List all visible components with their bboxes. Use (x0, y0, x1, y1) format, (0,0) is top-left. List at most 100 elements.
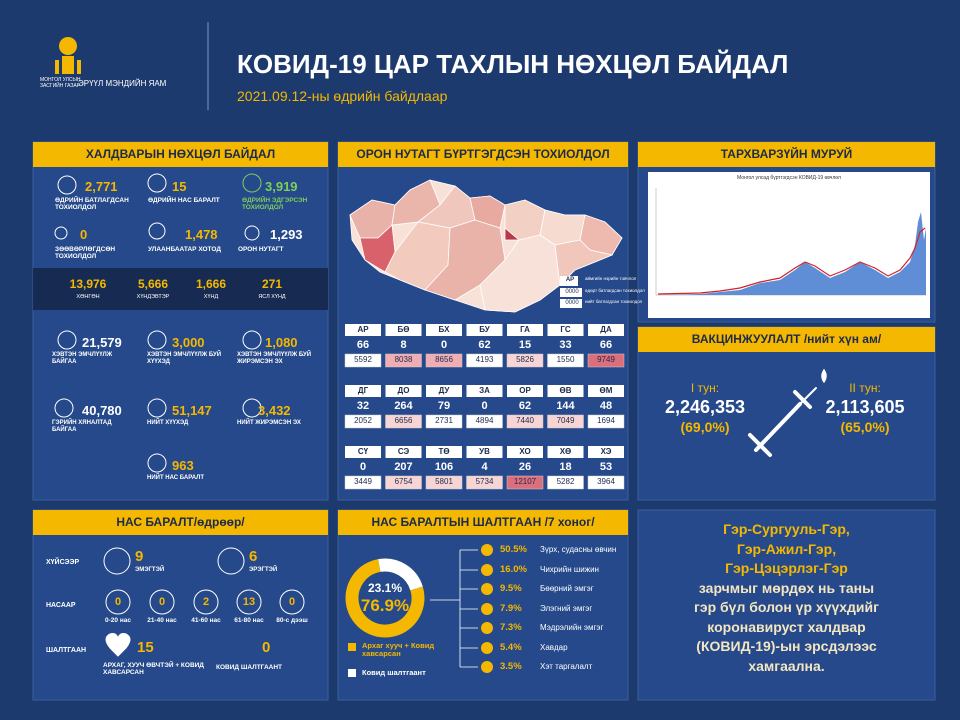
message-line: хамгаална. (748, 657, 825, 674)
age-value: 13 (242, 596, 256, 608)
age-label: 0-20 нас (105, 617, 131, 624)
care-value: 3,000 (172, 335, 205, 350)
age-circle (193, 589, 219, 615)
ministry-name: ЭРҮҮЛ МЭНДИЙН ЯАМ (78, 79, 167, 88)
message-line: Гэр-Ажил-Гэр, (736, 540, 837, 557)
message-line: зарчмыг мөрдөх нь таны (698, 579, 875, 596)
province-code: ӨВ (559, 386, 572, 395)
dose-value: 2,246,353 (664, 397, 746, 417)
epi-chart-title: Монгол улсад бүртгэгдсэн КОВИД-19 өвчлөл (737, 175, 841, 181)
donut-legend: Архаг хууч + Ковид хавсарсан (362, 641, 435, 659)
code-cell (426, 446, 462, 458)
daily-cases: 144 (556, 400, 575, 412)
care-value: 51,147 (172, 403, 212, 418)
province-code: БУ (479, 325, 490, 334)
stat-label: ӨДРИЙН ЭДГЭРСЭН ТОХИОЛДОЛ (242, 197, 308, 212)
stat-label: ЗӨӨВӨРЛӨГДСӨН ТОХИОЛДОЛ (55, 246, 116, 261)
severity-value: 13,976 (69, 277, 107, 291)
daily-cases: 15 (518, 339, 532, 351)
province-code: ДА (600, 325, 612, 334)
daily-cases: 48 (599, 400, 613, 412)
total-cell (547, 353, 584, 368)
total-cases: 4894 (475, 416, 494, 425)
row-label: ХҮЙСЭЭР (46, 559, 80, 566)
code-cell (588, 385, 624, 397)
total-cell (466, 475, 503, 490)
total-cases: 4193 (475, 355, 494, 364)
cause-percent: 5.4% (500, 641, 522, 653)
legend-total: 0000 (565, 300, 579, 306)
care-label: ХЭВТЭН ЭМЧЛҮҮЛЖ БУЙ ХҮҮХЭД (147, 352, 222, 365)
stat-label: ОРОН НУТАГТ (238, 246, 284, 253)
total-cell (547, 475, 584, 490)
row-label: НАСААР (46, 602, 76, 609)
panel-headers (33, 142, 935, 535)
cause-name: Бөөрний эмгэг (540, 584, 594, 593)
cause-percent: 7.3% (500, 622, 522, 633)
legend-label: аймгийн нэрийн товчлол (585, 276, 637, 281)
epi-curve-image (648, 172, 930, 318)
age-value: 0 (114, 596, 122, 608)
panel-title: ТАРХВАРЗҮЙН МУРУЙ (720, 147, 853, 161)
cause-percent: 3.5% (500, 661, 522, 672)
total-cases: 8656 (435, 355, 453, 364)
total-cell (466, 353, 503, 368)
age-value: 0 (158, 596, 166, 608)
code-cell (466, 324, 503, 336)
total-cell (506, 475, 544, 490)
care-label: НИЙТ НАС БАРАЛТ (147, 475, 204, 481)
province-code: ТӨ (438, 447, 450, 456)
total-cell (506, 414, 544, 429)
province-code: ӨМ (599, 386, 613, 395)
daily-cases: 32 (356, 400, 370, 412)
stat-value: 1,293 (270, 227, 303, 242)
severity-label: ЯСЛ ХҮНД (258, 294, 286, 300)
age-label: 21-40 нас (147, 617, 177, 624)
cause-tree (430, 549, 478, 668)
total-cell (587, 414, 625, 429)
daily-cases: 62 (518, 400, 532, 412)
code-cell (385, 324, 422, 336)
stat-label: ӨДРИЙН БАТЛАГДСАН ТОХИОЛДОЛ (55, 197, 129, 212)
panel-title: ВАКЦИНЖУУЛАЛТ /нийт хүн ам/ (691, 332, 882, 346)
severity-label: ХӨНГӨН (76, 294, 100, 300)
daily-cases: 53 (599, 461, 613, 473)
province-code: ГС (560, 325, 571, 334)
legend-label: өдөрт батлагдсан тохиолдол (585, 288, 645, 293)
legend-daily: 0000 (565, 289, 579, 295)
total-cell (547, 414, 584, 429)
total-cell (425, 414, 463, 429)
donut-legend-keys (348, 643, 356, 677)
age-value: 2 (202, 596, 210, 608)
age-circle (236, 589, 262, 615)
severity-value: 5,666 (137, 277, 169, 291)
panel-title: НАС БАРАЛТЫН ШАЛТГААН /7 хоног/ (371, 515, 595, 529)
cause-percent: 9.5% (500, 583, 522, 594)
daily-cases: 26 (518, 461, 532, 473)
total-cases: 2052 (354, 416, 372, 425)
daily-cases: 207 (394, 461, 413, 473)
province-code: АР (357, 325, 369, 334)
row-label: ШАЛТГААН (46, 647, 87, 654)
death-icons (103, 547, 245, 657)
donut-segment (345, 559, 425, 638)
province-code: ДУ (438, 386, 450, 395)
total-cell (344, 353, 382, 368)
province-code: ХЭ (600, 447, 612, 456)
code-cell (345, 446, 381, 458)
stat-value: 0 (80, 227, 88, 242)
care-value: 21,579 (82, 335, 122, 350)
total-cell (506, 353, 544, 368)
daily-cases: 62 (478, 339, 491, 351)
cause-name: Хавдар (540, 642, 568, 652)
dose-label: II тун: (849, 381, 881, 395)
syringe-icon (748, 368, 827, 457)
total-cases: 2731 (435, 416, 453, 425)
province-code: УВ (479, 447, 490, 456)
panel-title: ХАЛДВАРЫН НӨХЦӨЛ БАЙДАЛ (85, 147, 276, 161)
code-cell (466, 446, 503, 458)
total-cases: 5592 (354, 355, 372, 364)
total-cell (587, 475, 625, 490)
code-cell (547, 446, 584, 458)
